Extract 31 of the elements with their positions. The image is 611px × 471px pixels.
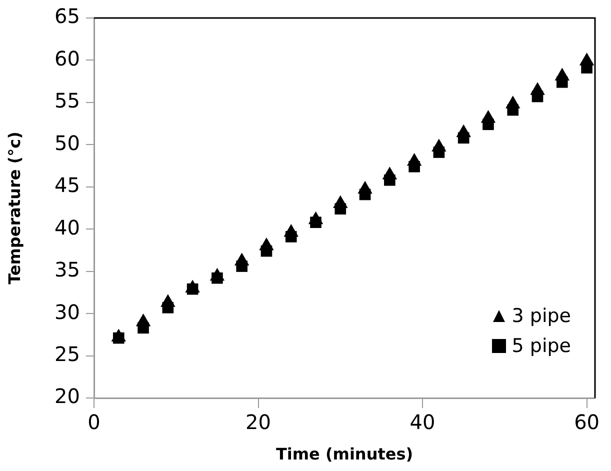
x-tick-label: 40: [410, 410, 436, 434]
point: [212, 272, 223, 284]
legend-label: 3 pipe: [512, 304, 571, 329]
point: [285, 231, 297, 242]
y-tick-label: 25: [54, 342, 80, 366]
point: [236, 260, 248, 272]
y-axis-title: Temperature (°c): [4, 132, 24, 284]
y-tick-label: 45: [54, 173, 80, 198]
x-tick-label: 60: [574, 410, 600, 434]
point: [384, 174, 396, 186]
y-tick-label: 65: [54, 4, 80, 28]
point: [138, 322, 149, 334]
point: [433, 146, 445, 158]
y-tick-label: 60: [54, 46, 80, 70]
x-tick-label: 0: [88, 410, 100, 434]
y-tick-label: 55: [54, 88, 80, 113]
x-tick-label: 20: [246, 410, 271, 434]
y-tick-label: 50: [54, 130, 80, 155]
y-tick-label: 20: [54, 384, 80, 408]
y-tick-label: 40: [54, 215, 80, 240]
point: [408, 160, 420, 172]
point: [260, 245, 272, 257]
y-tick-label: 30: [54, 300, 80, 324]
x-axis-title: Time (minutes): [276, 444, 414, 464]
legend-label: 5 pipe: [512, 334, 571, 359]
point: [162, 302, 174, 314]
point: [186, 283, 198, 295]
y-tick-label: 35: [54, 258, 80, 282]
point: [112, 332, 124, 344]
point: [334, 203, 346, 214]
point: [359, 188, 371, 200]
